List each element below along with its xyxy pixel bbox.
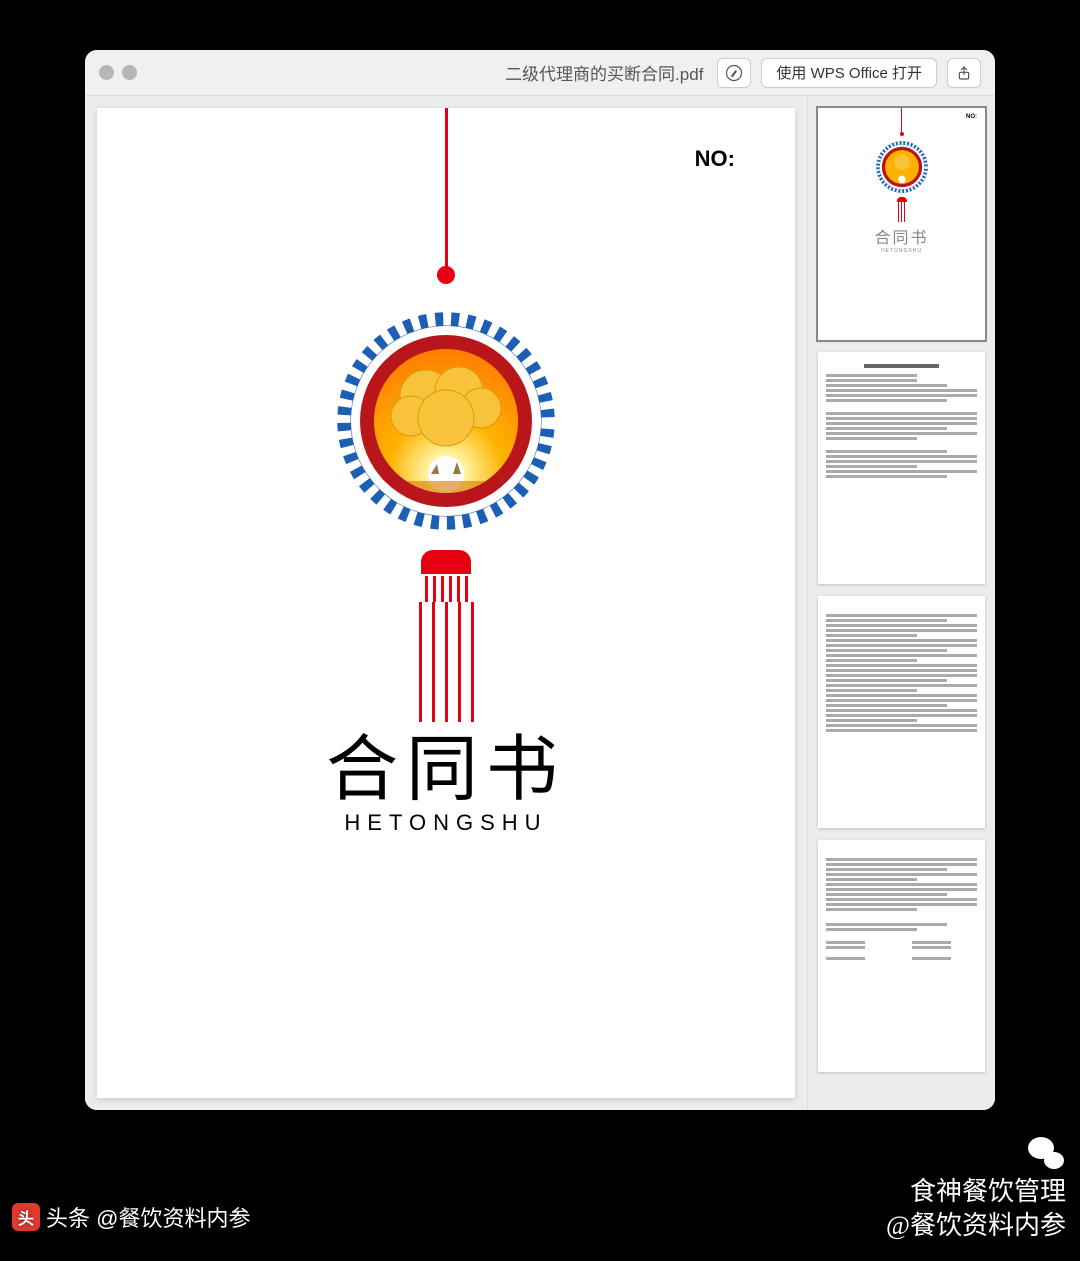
- watermark-toutiao: 头 头条 @餐饮资料内参: [12, 1201, 250, 1233]
- traffic-lights: [99, 65, 137, 80]
- medallion: [331, 306, 561, 536]
- knot-lines: [425, 576, 468, 602]
- thumbnail-page-1[interactable]: NO: 合同书 HETONG: [818, 108, 985, 340]
- open-with-wps-button[interactable]: 使用 WPS Office 打开: [761, 58, 937, 88]
- watermark-left-text: 头条 @餐饮资料内参: [46, 1201, 250, 1233]
- medallion-svg: [331, 306, 561, 536]
- watermark-right-line1: 食神餐饮管理: [886, 1175, 1066, 1209]
- toutiao-logo-icon: 头: [12, 1203, 40, 1231]
- thumb2-heading: [864, 364, 940, 368]
- thumbnail-page-4[interactable]: [818, 840, 985, 1072]
- document-title-pinyin: HETONGSHU: [344, 810, 547, 836]
- titlebar: 二级代理商的买断合同.pdf 使用 WPS Office 打开: [85, 50, 995, 96]
- close-window-button[interactable]: [99, 65, 114, 80]
- pencil-circle-icon: [725, 64, 743, 82]
- document-title-chinese: 合同书: [326, 734, 566, 806]
- wechat-icon: [1024, 1135, 1066, 1171]
- document-page-1: NO:: [97, 108, 795, 1098]
- watermark-wechat: 食神餐饮管理 @餐饮资料内参: [886, 1135, 1066, 1243]
- markup-button[interactable]: [717, 58, 751, 88]
- cord-bead: [437, 266, 455, 284]
- thumbnail-page-2[interactable]: [818, 352, 985, 584]
- main-document-view[interactable]: NO:: [85, 96, 807, 1110]
- thumb-title-py: HETONGSHU: [881, 248, 922, 254]
- share-icon: [956, 64, 972, 82]
- watermark-right-line2: @餐饮资料内参: [886, 1209, 1066, 1243]
- thumb-no-label: NO:: [966, 114, 977, 120]
- no-label: NO:: [695, 146, 735, 172]
- cord-top: [445, 108, 448, 268]
- window-title: 二级代理商的买断合同.pdf: [147, 60, 707, 85]
- knot-top: [421, 550, 471, 574]
- content-area: NO:: [85, 96, 995, 1110]
- thumbnail-page-3[interactable]: [818, 596, 985, 828]
- minimize-window-button[interactable]: [122, 65, 137, 80]
- thumbnail-sidebar[interactable]: NO: 合同书 HETONG: [807, 96, 995, 1110]
- thumb-medallion-icon: [874, 140, 928, 194]
- preview-window: 二级代理商的买断合同.pdf 使用 WPS Office 打开 NO:: [85, 50, 995, 1110]
- tassel: [419, 602, 474, 722]
- share-button[interactable]: [947, 58, 981, 88]
- thumb-title-cn: 合同书: [874, 224, 928, 248]
- chinese-knot-ornament: 合同书 HETONGSHU: [316, 108, 576, 836]
